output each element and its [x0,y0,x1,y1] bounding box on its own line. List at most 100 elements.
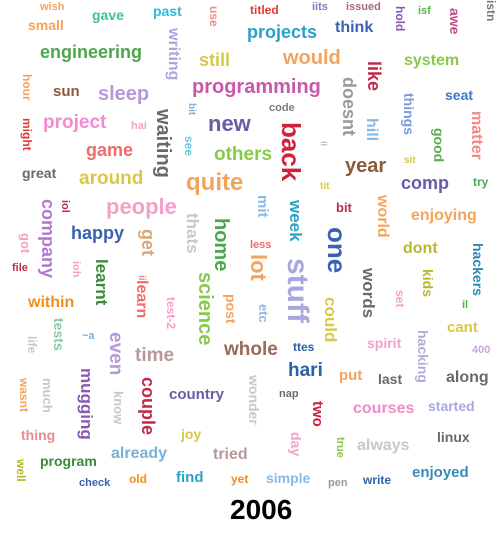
cloud-word: mit [254,195,271,218]
cloud-word: iits [312,1,328,13]
cloud-word: wonder [246,375,262,425]
cloud-word: always [357,437,410,454]
cloud-word: simple [266,470,311,486]
cloud-word: science [194,272,216,346]
cloud-word: past [153,3,182,19]
cloud-word: writing [165,28,182,81]
cloud-word: might [20,118,34,151]
cloud-word: hold [393,6,407,32]
cloud-word: set [393,290,407,308]
cloud-word: wish [40,1,65,13]
cloud-word: thing [21,427,56,443]
cloud-word: quite [186,169,244,196]
cloud-word: post [223,294,239,324]
cloud-word: great [22,165,57,181]
cloud-word: istn [484,0,498,22]
cloud-word: company [38,199,58,279]
cloud-word: gave [92,7,124,23]
cloud-word: use [207,6,221,27]
cloud-word: lot [246,254,271,281]
cloud-word: ttes [293,340,315,354]
cloud-word: get [138,229,158,256]
cloud-word: waiting [152,109,174,178]
cloud-word: hill [363,118,380,142]
cloud-word: etc [256,304,271,323]
cloud-word: still [199,50,231,70]
cloud-word: thats [183,213,202,254]
cloud-word: kids [420,269,436,298]
cloud-word: hackers [470,243,486,296]
cloud-word: world [374,195,391,238]
cloud-word: enjoyed [412,464,469,481]
cloud-word: day [288,432,304,457]
cloud-word: sit [404,155,416,166]
cloud-word: wasnt [17,378,31,413]
cloud-word: tests [51,318,67,351]
cloud-word: program [40,453,97,469]
cloud-word: whole [224,339,278,360]
cloud-word: learn [133,280,150,319]
cloud-word: old [129,472,147,486]
cloud-word: hacking [415,330,431,383]
cloud-word: could [321,297,340,343]
cloud-word: programming [192,76,321,98]
year-label: 2006 [230,494,293,525]
cloud-word: bit [336,200,352,215]
cloud-word: true [334,437,346,458]
cloud-word: tried [213,446,248,463]
cloud-word: along [446,369,489,386]
cloud-word: within [28,294,75,311]
cloud-word: find [176,469,204,486]
cloud-word: comp [401,173,450,193]
cloud-word: week [286,200,305,242]
cloud-word: courses [353,400,415,417]
cloud-word: even [105,332,126,376]
cloud-word: think [335,19,374,36]
cloud-word: linux [437,429,470,445]
cloud-word: two [309,401,326,427]
cloud-word: issued [346,1,381,13]
cloud-word: others [214,144,273,165]
cloud-word: like [364,61,384,92]
cloud-word: cant [447,319,478,336]
cloud-word: hari [288,360,323,381]
cloud-word: nap [279,388,299,400]
cloud-word: titled [250,3,279,17]
cloud-word: pen [328,477,348,489]
cloud-word: already [111,445,168,462]
cloud-word: system [404,52,460,69]
cloud-word: got [18,233,33,254]
cloud-word: project [43,112,107,133]
cloud-word: code [269,102,295,114]
cloud-word: ioh [70,261,82,278]
cloud-word: 400 [472,344,491,356]
cloud-word: would [283,47,341,69]
cloud-word: life [25,336,39,354]
cloud-word: engineering [40,42,143,62]
cloud-word: isf [418,5,431,17]
cloud-word: check [79,477,111,489]
cloud-word: dont [403,240,438,257]
cloud-word: less [250,239,272,251]
cloud-word: file [12,262,28,274]
cloud-word: words [359,268,378,319]
cloud-word: sleep [98,83,150,105]
cloud-word: couple [138,377,158,436]
cloud-word: happy [71,223,125,243]
cloud-word: il [462,299,469,311]
cloud-word: learnt [92,259,111,306]
cloud-word: iol [59,200,71,213]
cloud-word: well [14,459,28,482]
cloud-word: time [135,345,175,366]
cloud-word: hai [131,120,147,132]
cloud-word: good [431,128,447,163]
cloud-word: bit [186,103,197,116]
cloud-word: test-2 [164,297,178,330]
cloud-word: year [345,155,387,177]
cloud-word: ii [319,141,329,147]
cloud-word: much [40,378,55,413]
cloud-word: sun [53,83,80,100]
cloud-word: new [208,111,251,136]
cloud-word: hour [20,74,34,101]
